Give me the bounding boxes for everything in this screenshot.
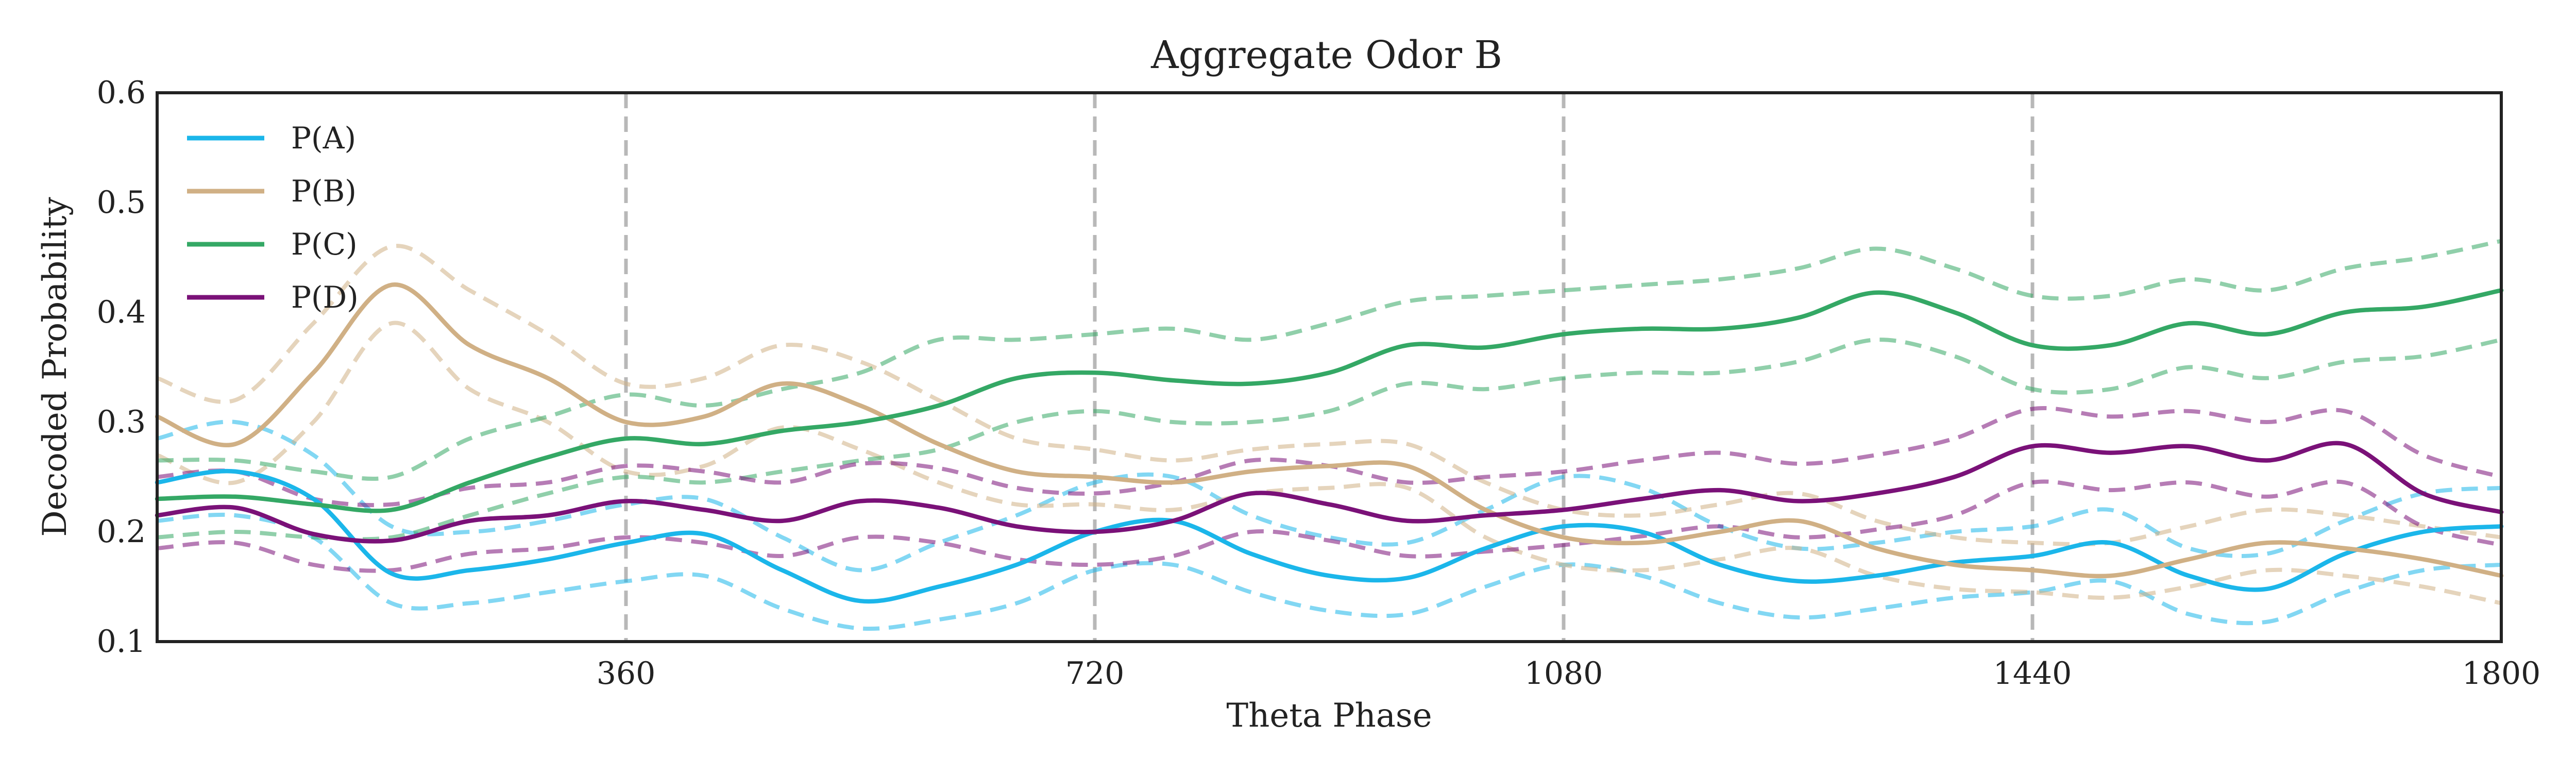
y-tick-label: 0.3 [97, 404, 146, 440]
phase-boundary-lines [624, 93, 2035, 642]
legend: P(A) P(B) P(C) P(D) [187, 121, 359, 315]
series-pa-lower-bound [157, 512, 2502, 631]
plot-frame [156, 91, 2503, 643]
chart-title: Aggregate Odor B [1150, 33, 1502, 77]
y-axis-ticks: 0.1 0.2 0.3 0.4 0.5 0.6 [97, 75, 146, 660]
series-pb-lower-bound [156, 321, 2502, 606]
series-pb-mean-line [155, 282, 2504, 579]
y-tick-label: 0.2 [97, 514, 146, 550]
series-pd-upper-bound [157, 406, 2502, 508]
x-tick-label: 360 [597, 656, 656, 692]
legend-entry-label: P(A) [291, 121, 356, 156]
series-pa-mean-line [155, 468, 2504, 604]
legend-entry-label: P(B) [291, 174, 357, 209]
series-pc-lower-bound [157, 338, 2502, 542]
x-tick-label: 720 [1065, 656, 1125, 692]
legend-entry-label: P(C) [291, 227, 358, 262]
y-tick-label: 0.1 [97, 624, 146, 660]
x-tick-label: 1800 [2462, 656, 2541, 692]
x-axis-label: Theta Phase [1226, 697, 1432, 735]
y-tick-label: 0.4 [97, 294, 146, 330]
series-pa-upper-bound [157, 419, 2502, 573]
series-pb-upper-bound [156, 244, 2502, 547]
x-axis-ticks: 360 720 1080 1440 1800 [597, 656, 2541, 692]
series-pc-upper-bound [157, 239, 2502, 481]
x-tick-label: 1080 [1524, 656, 1603, 692]
series-pc-mean-line [155, 288, 2504, 513]
y-axis-label: Decoded Probability [36, 197, 74, 536]
y-tick-label: 0.6 [97, 75, 146, 111]
y-tick-label: 0.5 [97, 184, 146, 221]
x-tick-label: 1440 [1993, 656, 2072, 692]
series-pd-mean-line [155, 441, 2504, 544]
series-pd-lower-bound [157, 479, 2502, 573]
plot-area [155, 239, 2504, 631]
legend-entry-label: P(D) [291, 280, 359, 315]
